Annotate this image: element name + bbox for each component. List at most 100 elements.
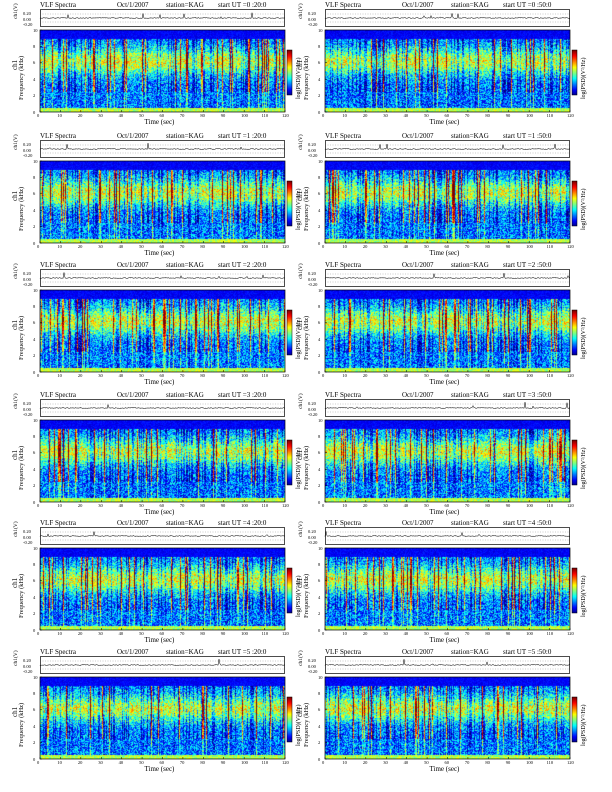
y-tick-label: 8 [33,690,36,696]
spectrogram-axes [39,676,286,760]
colorbar-border [286,180,293,227]
panel-station: station=KAG [451,1,489,9]
x-tick-label: 110 [261,760,269,765]
y-tick-label: 8 [318,433,321,439]
spectrogram-axes [39,419,286,503]
x-tick-label: 10 [342,244,347,249]
spectrogram-axes [324,289,571,373]
y-tick-label: 2 [318,740,321,746]
x-tick-label: 10 [57,503,62,508]
trace-tick-label: 0.20 [308,529,316,534]
spectrogram-axes [39,160,286,244]
colorbar [572,568,577,613]
colorbar-border [571,567,578,614]
x-tick-label: 70 [464,244,470,249]
colorbar [287,568,292,613]
x-tick-label: 110 [261,113,269,118]
x-tick-label: 0 [37,373,40,378]
x-tick-label: 70 [179,373,185,378]
y-tick-label: 8 [33,303,36,309]
x-tick-label: 10 [57,113,62,118]
y-tick-label: 4 [33,466,36,472]
y-axis-label: Frequency (kHz) [303,445,310,490]
x-tick-label: 120 [567,373,574,378]
x-tick-label: 60 [159,631,165,636]
y-tick-label: 0 [33,109,36,115]
trace-axis-label: ch1(V) [298,521,304,537]
y-tick-label: 10 [318,417,323,423]
x-tick-label: 120 [567,760,574,765]
x-tick-label: 90 [220,244,226,249]
panel-station: station=KAG [166,519,204,527]
spectrogram-axes [39,29,286,113]
trace-tick-label: -0.20 [308,22,318,27]
waveform-trace [39,399,286,417]
x-tick-label: 110 [546,760,554,765]
x-tick-label: 60 [444,113,450,118]
colorbar-frame [571,567,578,614]
waveform-line [324,659,571,666]
panel-date: Oct/1/2007 [117,519,149,527]
x-tick-label: 70 [179,113,185,118]
trace-tick-label: -0.20 [23,412,33,417]
waveform-line [39,272,286,279]
colorbar-label: log(PSD)(V²/Hz) [581,188,587,230]
y-tick-label: 6 [318,707,321,713]
x-tick-label: 30 [383,503,388,508]
x-tick-label: 90 [505,631,511,636]
x-tick-label: 10 [342,503,347,508]
y-tick-label: 4 [33,207,36,213]
x-tick-label: 0 [37,113,40,118]
x-axis-label: Time (sec) [144,249,175,257]
trace-tick-label: 0.20 [308,401,316,406]
waveform-trace [39,527,286,545]
colorbar-border [571,439,578,486]
trace-tick-label: 0.00 [308,16,316,22]
y-tick-label: 10 [33,417,38,423]
colorbar-border [571,696,578,743]
trace-axis-label: ch1(V) [13,650,19,666]
x-tick-label: 110 [261,631,269,636]
y-tick-label: 8 [318,174,321,180]
trace-tick-label: 0.20 [23,401,31,406]
x-tick-label: 40 [118,244,124,249]
y-tick-label: 6 [318,191,321,197]
x-axis-label: Time (sec) [144,118,175,126]
x-tick-label: 30 [98,244,103,249]
panel-date: Oct/1/2007 [402,519,434,527]
x-tick-label: 0 [322,113,325,118]
y-axis-label: Frequency (kHz) [303,573,310,618]
y-axis-channel-label: ch1 [296,319,304,330]
x-tick-label: 60 [444,244,450,249]
trace-tick-label: -0.20 [308,669,318,674]
y-tick-label: 2 [33,611,36,617]
spectrogram-heatmap [40,161,285,243]
x-tick-label: 90 [220,631,226,636]
x-tick-label: 0 [37,760,40,765]
colorbar-label: log(PSD)(V²/Hz) [581,57,587,99]
y-axis-label: Frequency (kHz) [18,315,25,360]
panel-date: Oct/1/2007 [117,132,149,140]
x-tick-label: 80 [485,760,490,765]
x-tick-label: 20 [77,244,83,249]
x-tick-label: 40 [118,760,124,765]
y-tick-label: 10 [318,545,323,551]
y-axis-channel-label: ch1 [11,319,19,330]
panel-date: Oct/1/2007 [402,391,434,399]
panel-start-time: start UT =2 :50:0 [503,261,552,269]
x-tick-label: 60 [159,503,165,508]
y-tick-label: 8 [318,43,321,49]
x-tick-label: 10 [342,113,347,118]
x-tick-label: 90 [505,373,511,378]
spectrogram-axes [39,289,286,373]
y-tick-label: 8 [318,303,321,309]
x-tick-label: 110 [261,373,269,378]
trace-axis-label: ch1(V) [13,263,19,279]
colorbar-border [286,567,293,614]
x-axis-label: Time (sec) [429,636,460,644]
panel-station: station=KAG [166,132,204,140]
x-tick-label: 50 [139,760,144,765]
x-tick-label: 80 [485,373,490,378]
x-tick-label: 20 [362,373,368,378]
x-tick-label: 80 [485,244,490,249]
